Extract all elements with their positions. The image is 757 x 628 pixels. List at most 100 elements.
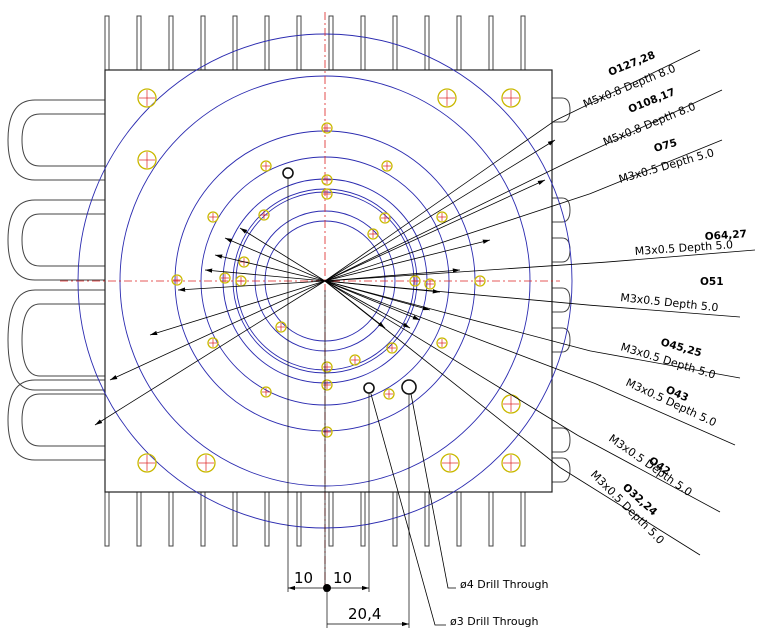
dim-dot [323, 584, 331, 592]
hole [501, 88, 521, 108]
drill-hole [401, 379, 417, 395]
leader [604, 249, 756, 263]
fin [136, 491, 142, 547]
hole [501, 453, 521, 473]
hole [349, 354, 361, 366]
dimension: 20,4 [348, 605, 381, 623]
note: ø3 Drill Through [450, 615, 539, 628]
hole [437, 88, 457, 108]
leader [324, 139, 556, 282]
hole [258, 209, 270, 221]
heat-pipe [21, 303, 105, 377]
fin [232, 15, 238, 71]
callout-diameter: O64,27 [704, 228, 747, 243]
hole [424, 278, 436, 290]
hole [379, 212, 391, 224]
fin [232, 491, 238, 547]
drill-hole [363, 382, 375, 394]
hole [436, 337, 448, 349]
leader [324, 158, 576, 282]
drill-hole [282, 167, 294, 179]
leader [324, 280, 591, 306]
fin [392, 15, 398, 71]
leader [324, 280, 421, 321]
hole [321, 426, 333, 438]
hole [321, 361, 333, 373]
fin [520, 15, 526, 71]
fin [104, 15, 110, 71]
heat-pipe [21, 393, 105, 447]
heat-pipe [7, 379, 105, 461]
heat-pipe [21, 213, 105, 267]
hole [207, 337, 219, 349]
hole [137, 150, 157, 170]
heat-pipe [21, 113, 105, 167]
callout-spec: M3x0.5 Depth 5.0 [620, 291, 719, 314]
leader [577, 435, 721, 513]
leader [574, 89, 723, 159]
fin [488, 491, 494, 547]
leader [589, 350, 741, 379]
layout [7, 12, 756, 628]
leader [559, 467, 701, 556]
leader [94, 280, 326, 426]
note-leader [370, 393, 446, 626]
fin [424, 15, 430, 71]
leader [324, 239, 491, 282]
hole [436, 211, 448, 223]
fin [488, 15, 494, 71]
hole [137, 453, 157, 473]
dimension: 10 [294, 569, 313, 587]
hole [321, 122, 333, 134]
fin [520, 491, 526, 547]
heat-pipe [7, 289, 105, 391]
hole [275, 321, 287, 333]
dimension: 10 [333, 569, 352, 587]
hole [474, 275, 486, 287]
leader [204, 268, 326, 282]
fin [264, 491, 270, 547]
leader [324, 179, 546, 282]
heat-pipe [7, 199, 105, 281]
fin [200, 491, 206, 547]
leader [324, 280, 591, 352]
fin [168, 15, 174, 71]
hole [238, 256, 250, 268]
leader [324, 280, 579, 436]
hole [383, 388, 395, 400]
leader [109, 280, 326, 381]
fin [456, 491, 462, 547]
hole [219, 272, 231, 284]
heat-pipe [7, 99, 105, 181]
hole [386, 342, 398, 354]
fin [104, 491, 110, 547]
leader [594, 383, 736, 446]
fitting [552, 237, 571, 263]
fin [456, 15, 462, 71]
leader [239, 227, 326, 282]
hole [196, 453, 216, 473]
fin [136, 15, 142, 71]
fin [200, 15, 206, 71]
leader [324, 280, 411, 329]
hole [381, 160, 393, 172]
fin [296, 491, 302, 547]
hole [321, 379, 333, 391]
callout-spec: M3x0.5 Depth 5.0 [606, 432, 694, 499]
leader [589, 304, 741, 318]
fitting [552, 457, 571, 483]
hole [409, 275, 421, 287]
fitting [552, 287, 571, 313]
callout-spec: M3x0.5 Depth 5.0 [617, 146, 715, 186]
hole [321, 174, 333, 186]
leader [324, 261, 606, 282]
fin [264, 15, 270, 71]
fin [296, 15, 302, 71]
leader [324, 193, 591, 282]
hole [260, 386, 272, 398]
note: ø4 Drill Through [460, 578, 549, 591]
callout-spec: M3x0.5 Depth 5.0 [634, 238, 733, 258]
hole [171, 274, 183, 286]
callout-diameter: O51 [700, 276, 724, 288]
